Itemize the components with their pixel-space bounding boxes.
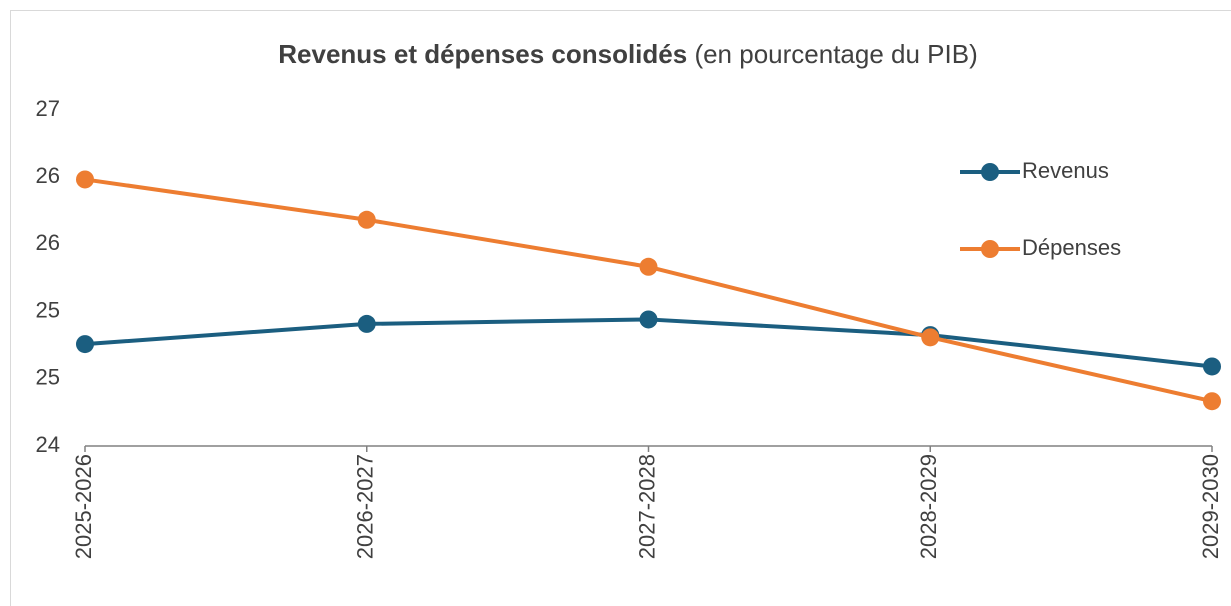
- x-tick-label: 2027-2028: [634, 454, 659, 559]
- point: [639, 257, 658, 276]
- x-tick-label: 2028-2029: [916, 454, 941, 559]
- y-tick-label: 25: [36, 365, 60, 390]
- point: [76, 170, 94, 189]
- chart-heading: Revenus et dépenses consolidés (en pourc…: [278, 39, 977, 69]
- point: [76, 335, 94, 354]
- series-line: [84, 177, 1213, 404]
- y-tick-label: 26: [36, 163, 60, 188]
- point: [639, 310, 658, 329]
- chart-border: [10, 10, 1231, 606]
- point: [357, 210, 376, 229]
- legend-label: Dépenses: [1022, 235, 1121, 260]
- point: [1203, 357, 1221, 376]
- chart-title: Revenus et dépenses consolidés: [278, 39, 687, 69]
- x-tick-label: 2025-2026: [71, 454, 96, 559]
- point: [921, 328, 940, 347]
- point: [357, 314, 376, 333]
- x-tick-label: 2029-2030: [1198, 454, 1223, 559]
- legend-marker: [981, 163, 999, 181]
- legend-marker: [981, 240, 999, 258]
- point: [1203, 392, 1221, 411]
- y-tick-label: 25: [36, 297, 60, 322]
- legend-label: Revenus: [1022, 158, 1109, 183]
- x-tick-label: 2026-2027: [353, 454, 378, 559]
- chart-subtitle: (en pourcentage du PIB): [694, 39, 977, 69]
- y-tick-label: 24: [36, 432, 60, 457]
- y-tick-label: 26: [36, 230, 60, 255]
- y-tick-label: 27: [36, 96, 60, 121]
